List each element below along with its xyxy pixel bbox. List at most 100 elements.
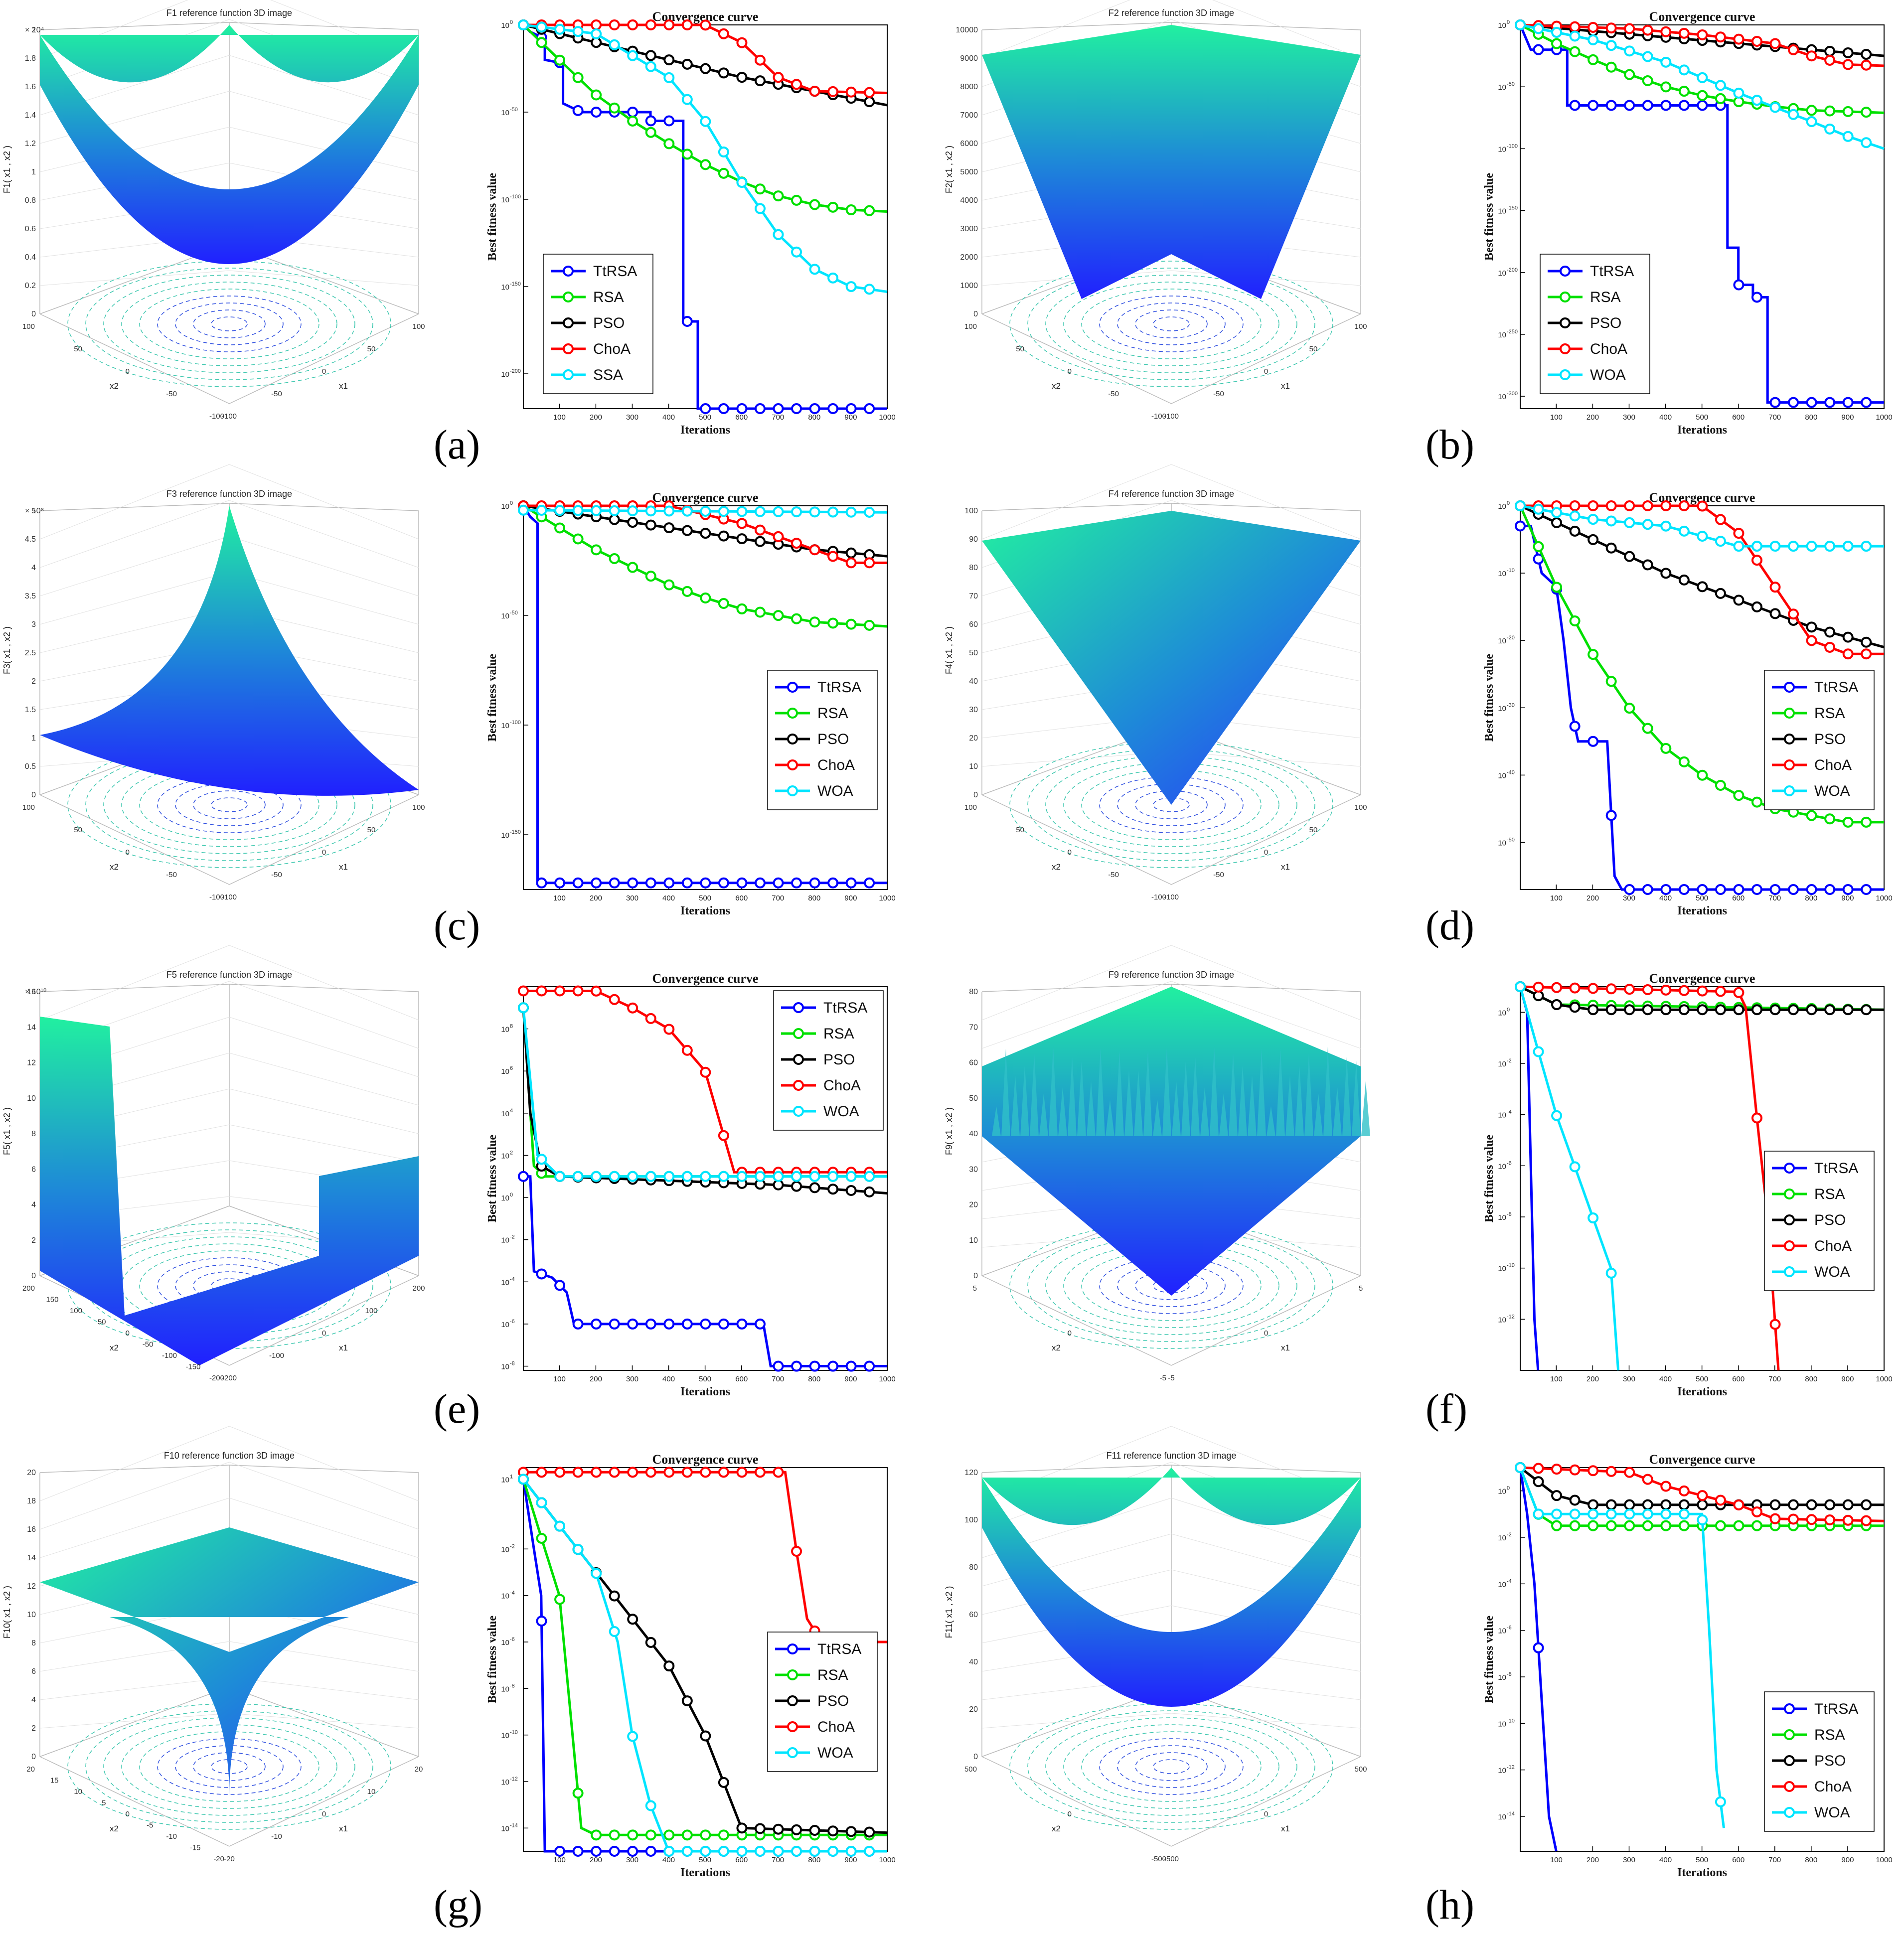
x-tick: 20 — [415, 1765, 423, 1774]
z-tick: 0 — [973, 1753, 978, 1761]
series-marker-ChoA — [609, 1467, 620, 1478]
surface-panel-3: F3 reference function 3D image 0 0.5 1 1.5 2 2… — [2, 464, 425, 901]
series-marker-RSA — [1660, 1520, 1672, 1531]
z-tick: 10 — [27, 1094, 36, 1103]
series-marker-ChoA — [791, 79, 802, 90]
legend-marker-SSA — [563, 369, 574, 380]
series-marker-PSO — [609, 1590, 620, 1602]
z-axis-label: F3( x1 , x2 ) — [2, 626, 12, 674]
series-marker-PSO — [627, 1614, 638, 1625]
series-marker-ChoA — [1751, 555, 1762, 566]
series-marker-ChoA — [1697, 29, 1708, 40]
z-tick: 4000 — [960, 196, 978, 205]
y-tick: 100 — [22, 803, 35, 812]
series-marker-WOA — [1715, 1796, 1726, 1807]
y-axis-label: x2 — [1052, 1824, 1061, 1833]
y-tick-label: 10 — [501, 1152, 509, 1160]
series-marker-TtRSA — [754, 1318, 766, 1330]
x-tick-label: 700 — [772, 413, 784, 422]
legend-marker-ChoA — [563, 343, 574, 354]
series-marker-RSA — [627, 115, 638, 127]
series-marker-TtRSA — [1842, 884, 1854, 895]
series-marker-WOA — [1678, 525, 1690, 537]
y-tick-exponent: -6 — [1507, 1160, 1512, 1166]
surface-spike — [1200, 1087, 1209, 1136]
series-marker-WOA — [1551, 1110, 1563, 1121]
y-tick-label: 10 — [1498, 1580, 1506, 1589]
x-tick: 10 — [367, 1788, 376, 1796]
x-tick-label: 400 — [1659, 413, 1672, 422]
z-axis-label: F5( x1 , x2 ) — [2, 1107, 12, 1155]
series-marker-PSO — [718, 530, 729, 542]
surface-panel-1: F1 reference function 3D image 0 0.2 0.4 0.6… — [2, 0, 425, 421]
x-tick-label: 900 — [844, 1375, 857, 1383]
y-tick: 10 — [74, 1788, 82, 1796]
series-marker-RSA — [1587, 649, 1599, 660]
z-tick: 3000 — [960, 225, 978, 233]
series-marker-PSO — [1861, 49, 1872, 60]
convergence-panel-8: Convergence curve Iterations Best fitness … — [1483, 1452, 1893, 1879]
series-marker-PSO — [1533, 1476, 1544, 1488]
legend-label-WOA: WOA — [1814, 1804, 1850, 1821]
series-marker-TtRSA — [791, 403, 802, 414]
series-marker-TtRSA — [1678, 884, 1690, 895]
series-marker-ChoA — [572, 1467, 584, 1478]
series-line-WOA — [1519, 1467, 1725, 1828]
series-marker-ChoA — [700, 1467, 711, 1478]
series-marker-RSA — [663, 579, 675, 591]
series-marker-TtRSA — [718, 1318, 729, 1330]
surface-spike — [1068, 1056, 1077, 1136]
legend-label-PSO: PSO — [1814, 731, 1846, 747]
y-tick: 0 — [126, 848, 130, 857]
series-marker-PSO — [1806, 1499, 1817, 1510]
series-marker-ChoA — [1624, 500, 1635, 511]
y-tick-exponent: -4 — [510, 1276, 515, 1282]
series-marker-TtRSA — [1751, 292, 1762, 303]
series-marker-PSO — [718, 1777, 729, 1788]
z-tick: 2 — [31, 1236, 36, 1245]
series-marker-PSO — [809, 1825, 820, 1836]
legend-label-ChoA: ChoA — [1814, 757, 1852, 773]
x-tick: -50 — [1213, 871, 1224, 879]
y-tick-exponent: -8 — [510, 1683, 515, 1689]
y-axis-label: Best fitness value — [1483, 1616, 1496, 1703]
surface-spike — [1143, 1050, 1152, 1136]
series-marker-TtRSA — [1842, 397, 1854, 408]
y-tick-label: 10 — [501, 370, 509, 379]
surface-mesh — [40, 25, 419, 264]
series-line-TtRSA — [1519, 1467, 1558, 1852]
series-marker-ChoA — [554, 985, 566, 997]
z-tick: 80 — [969, 564, 978, 572]
series-marker-TtRSA — [1715, 884, 1726, 895]
legend-marker-PSO — [793, 1054, 804, 1065]
series-marker-PSO — [681, 525, 693, 536]
series-marker-WOA — [1642, 51, 1653, 62]
legend-marker-TtRSA — [787, 1643, 798, 1654]
surface-panel-6: F9 reference function 3D image 0 10 20 30 40 5… — [944, 945, 1370, 1382]
series-marker-WOA — [1733, 541, 1745, 552]
surface-mesh — [982, 1468, 1361, 1707]
legend: TtRSA RSA PSO ChoA WOA — [767, 1632, 878, 1772]
series-marker-ChoA — [1751, 1112, 1762, 1124]
series-marker-ChoA — [809, 544, 820, 556]
series-marker-SSA — [645, 61, 656, 72]
series-marker-PSO — [1715, 588, 1726, 599]
series-marker-TtRSA — [572, 1846, 584, 1857]
y-tick: 0 — [1068, 848, 1072, 857]
series-marker-WOA — [518, 1474, 529, 1485]
x-tick-label: 100 — [1550, 1856, 1563, 1864]
series-marker-RSA — [718, 1829, 729, 1841]
legend-label-RSA: RSA — [1814, 1186, 1845, 1202]
series-marker-WOA — [773, 506, 784, 517]
y-tick-label: 10 — [1498, 1720, 1506, 1728]
series-marker-SSA — [700, 116, 711, 127]
y-tick: -50 — [1108, 390, 1119, 398]
series-marker-ChoA — [627, 1467, 638, 1478]
y-tick-exponent: -100 — [510, 194, 521, 200]
legend-label-TtRSA: TtRSA — [593, 263, 637, 280]
x-tick-label: 100 — [1550, 1375, 1563, 1383]
series-marker-RSA — [827, 201, 839, 213]
y-tick-exponent: -100 — [510, 720, 521, 726]
series-marker-PSO — [1642, 1004, 1653, 1016]
series-marker-ChoA — [1605, 983, 1617, 995]
